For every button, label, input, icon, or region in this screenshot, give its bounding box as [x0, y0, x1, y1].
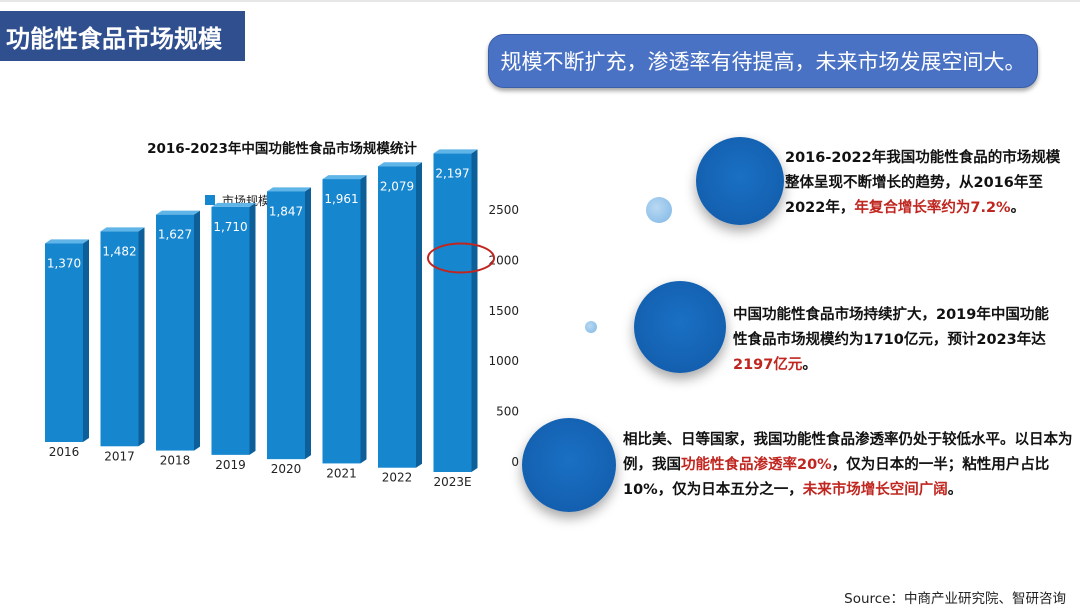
- bar-side: [471, 149, 478, 472]
- bar-top: [211, 202, 256, 207]
- y-tick-label: 1500: [488, 304, 519, 318]
- bar-chart: 2016-2023年中国功能性食品市场规模统计 市场规模：亿元 05001000…: [45, 140, 519, 489]
- bar-2023E: [433, 153, 472, 472]
- bar-2021: [322, 179, 361, 464]
- chart-title: 2016-2023年中国功能性食品市场规模统计: [147, 140, 417, 157]
- bar-value-label: 1,482: [102, 244, 136, 258]
- highlight-text: 2197亿元: [733, 357, 803, 373]
- y-tick-label: 2500: [488, 203, 519, 217]
- bar-top: [433, 149, 478, 154]
- category-label: 2021: [326, 466, 357, 480]
- bar-top: [378, 162, 422, 167]
- bar-side: [416, 162, 422, 468]
- point-text-segment: 。: [1010, 200, 1026, 216]
- y-axis: 0 500 1000 1500 2000 2500: [488, 203, 519, 469]
- bar-2020: [267, 191, 305, 460]
- category-label: 2022: [382, 471, 413, 485]
- bar-2022: [378, 166, 416, 468]
- category-label: 2016: [49, 445, 80, 459]
- point-text-segment: 相比美、日等国家，我国功能性食品渗透率仍处于较低水平。以日本为例，我国: [623, 432, 1073, 473]
- point-text-segment: 2016-2022年我国功能性食品的市场规模整体呈现不断增长的趋势，从2016年…: [785, 150, 1061, 216]
- bar-side: [194, 210, 200, 451]
- bar-side: [138, 227, 145, 447]
- category-label: 2019: [215, 458, 246, 472]
- point-text-segment: 。: [802, 357, 817, 373]
- category-label: 2018: [160, 454, 191, 468]
- bar-top: [322, 175, 367, 180]
- bar-top: [100, 227, 145, 232]
- bar-2016: [45, 243, 83, 442]
- category-label: 2017: [104, 449, 135, 463]
- y-tick-label: 1000: [488, 354, 519, 368]
- bullet-circle-2: [634, 281, 726, 373]
- title-bar: 功能性食品市场规模: [0, 11, 245, 61]
- bar-value-label: 1,847: [269, 204, 303, 218]
- point-text-segment: 中国功能性食品市场持续扩大，2019年中国功能性食品市场规模约为1710亿元，预…: [733, 307, 1049, 348]
- highlight-text: 年复合增长率约为7.2%: [854, 200, 1011, 216]
- bar-side: [249, 202, 256, 455]
- summary-text: 规模不断扩充，渗透率有待提高，未来市场发展空间大。: [500, 50, 1026, 74]
- highlight-circle: [427, 242, 495, 274]
- bar-value-label: 2,197: [435, 166, 469, 180]
- bar-top: [45, 239, 89, 244]
- top-divider: [0, 0, 1080, 2]
- bar-value-label: 1,961: [324, 192, 358, 206]
- source-note: Source：中商产业研究院、智研咨询: [844, 591, 1066, 607]
- bullet-circle-3: [522, 418, 616, 512]
- point-text-3: 相比美、日等国家，我国功能性食品渗透率仍处于较低水平。以日本为例，我国功能性食品…: [623, 428, 1075, 503]
- bar-top: [156, 210, 200, 215]
- bar-2018: [156, 214, 194, 451]
- point-text-segment: 。: [947, 482, 963, 498]
- bar-2017: [100, 231, 139, 447]
- y-tick-label: 0: [511, 455, 519, 469]
- bullet-circle-1: [696, 137, 784, 225]
- bar-side: [83, 239, 89, 442]
- highlight-text: 功能性食品渗透率20%: [681, 457, 832, 473]
- summary-banner: 规模不断扩充，渗透率有待提高，未来市场发展空间大。: [488, 34, 1038, 88]
- bar-value-label: 1,627: [158, 228, 192, 242]
- category-axis: 2016 2017 2018 2019 2020 2021 2022 2023E: [49, 445, 472, 489]
- bars-group: 1,370 1,482 1,627 1,710 1,847 1,961 2,079 2,197: [45, 149, 478, 472]
- bar-2019: [211, 206, 250, 455]
- decor-dot-2: [585, 321, 597, 333]
- bar-value-label: 1,710: [213, 220, 247, 234]
- y-tick-label: 500: [496, 405, 519, 419]
- legend-swatch: [205, 195, 215, 205]
- decor-dot-1: [646, 197, 672, 223]
- bar-side: [360, 175, 367, 464]
- bar-top: [267, 187, 311, 192]
- bar-value-label: 2,079: [380, 179, 414, 193]
- category-label: 2023E: [433, 475, 471, 489]
- y-tick-label: 2000: [488, 253, 519, 267]
- bar-value-label: 1,370: [47, 256, 81, 270]
- page-title: 功能性食品市场规模: [6, 24, 222, 53]
- category-label: 2020: [271, 462, 302, 476]
- bar-side: [305, 187, 311, 460]
- point-text-1: 2016-2022年我国功能性食品的市场规模整体呈现不断增长的趋势，从2016年…: [785, 146, 1070, 221]
- point-text-2: 中国功能性食品市场持续扩大，2019年中国功能性食品市场规模约为1710亿元，预…: [733, 303, 1063, 378]
- highlight-text: 未来市场增长空间广阔: [802, 482, 948, 498]
- point-text-segment: ，仅为日本的一半；粘性用户占比10%，仅为日本五分之一，: [623, 457, 1050, 498]
